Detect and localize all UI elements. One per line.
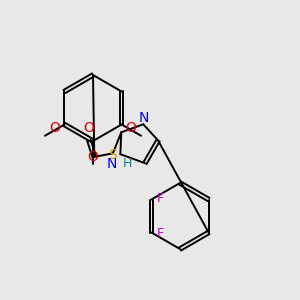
Text: F: F [157,192,164,205]
Text: N: N [107,157,118,171]
Text: O: O [126,121,136,135]
Text: F: F [157,227,164,240]
Text: N: N [139,111,149,125]
Text: S: S [108,148,117,162]
Text: H: H [123,157,133,170]
Text: O: O [88,150,98,164]
Text: O: O [83,121,94,135]
Text: O: O [50,121,60,135]
